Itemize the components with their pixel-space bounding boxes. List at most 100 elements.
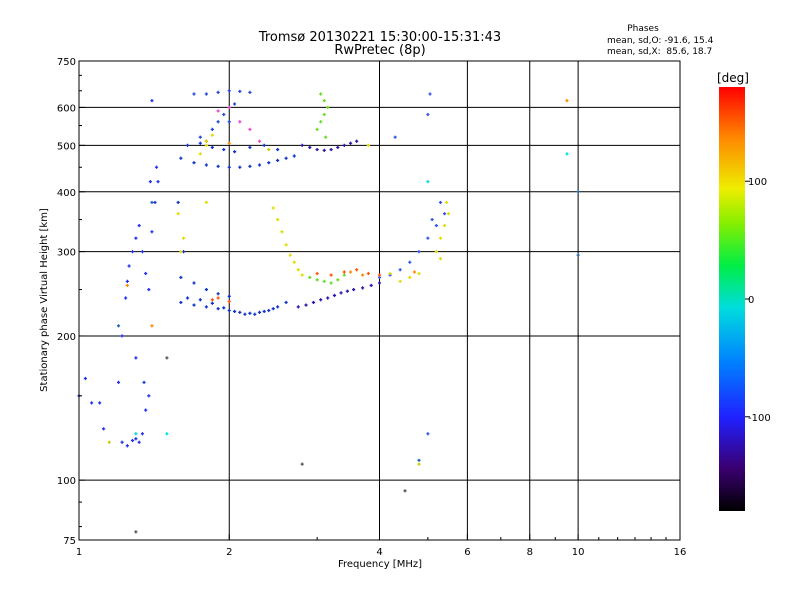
data-point xyxy=(204,139,209,143)
colorbar-tick-label: -100 xyxy=(748,413,771,424)
data-point xyxy=(185,143,190,147)
y-tick-label: 750 xyxy=(57,57,76,68)
data-point xyxy=(192,92,196,96)
data-point xyxy=(412,270,417,274)
data-point xyxy=(280,230,284,234)
data-point xyxy=(355,268,359,272)
data-point xyxy=(210,301,214,305)
data-point xyxy=(222,147,226,152)
data-point xyxy=(147,394,151,398)
data-point xyxy=(243,312,247,316)
data-point xyxy=(417,271,421,276)
data-point xyxy=(257,163,262,167)
data-point xyxy=(434,223,438,228)
data-point xyxy=(426,432,430,436)
data-point xyxy=(227,294,231,298)
data-point xyxy=(345,289,350,293)
data-point xyxy=(227,141,231,145)
data-points xyxy=(77,89,580,534)
data-point xyxy=(204,200,209,205)
data-point xyxy=(292,260,296,264)
data-point xyxy=(284,300,288,305)
data-point xyxy=(204,287,209,292)
data-point xyxy=(322,98,326,103)
data-point xyxy=(142,380,146,384)
data-point xyxy=(227,308,231,313)
data-point xyxy=(179,275,183,280)
data-point xyxy=(120,334,124,338)
x-axis-label: Frequency [MHz] xyxy=(338,559,422,570)
data-point xyxy=(134,530,138,534)
data-point xyxy=(311,300,316,305)
stats-line-o: mean, sd,O: -91.6, 15.4 xyxy=(607,36,714,46)
data-point xyxy=(315,271,319,276)
data-point xyxy=(296,268,300,272)
data-point xyxy=(388,271,392,276)
data-point xyxy=(150,324,154,328)
data-point xyxy=(107,440,111,444)
data-point xyxy=(216,120,220,124)
data-point xyxy=(210,127,214,131)
data-point xyxy=(192,281,196,285)
data-point xyxy=(137,223,141,228)
data-point xyxy=(288,253,292,257)
data-point xyxy=(204,163,209,167)
data-point xyxy=(319,298,323,302)
data-point xyxy=(426,180,430,184)
data-point xyxy=(192,303,196,307)
data-point xyxy=(198,141,202,145)
data-point xyxy=(366,271,370,276)
data-point xyxy=(430,217,434,222)
data-point xyxy=(116,324,121,328)
colorbar-tick-label: 0 xyxy=(748,295,754,306)
data-point xyxy=(253,312,257,316)
data-point xyxy=(238,165,242,169)
data-point xyxy=(315,127,319,131)
data-point xyxy=(204,92,209,96)
data-point xyxy=(267,308,271,313)
data-point xyxy=(284,156,288,160)
data-point xyxy=(216,90,220,94)
data-point xyxy=(342,143,346,147)
data-point xyxy=(210,133,214,137)
data-point xyxy=(576,190,580,194)
data-point xyxy=(308,275,312,280)
data-point xyxy=(319,120,323,124)
stats-line-x: mean, sd,X: 85.6, 18.7 xyxy=(607,47,712,57)
data-point xyxy=(150,230,154,234)
x-axis-ticks: 1 2 4 6 8 10 16 xyxy=(76,534,686,558)
data-point xyxy=(130,250,135,254)
data-point xyxy=(257,139,262,143)
data-point xyxy=(352,287,356,292)
x-tick-label: 8 xyxy=(527,547,533,558)
data-point xyxy=(336,278,340,282)
data-point xyxy=(134,437,138,441)
data-point xyxy=(210,298,214,302)
data-point xyxy=(198,152,202,156)
colorbar-tick-label: 100 xyxy=(748,177,767,188)
data-point xyxy=(361,286,365,290)
data-point xyxy=(565,152,569,156)
data-point xyxy=(426,236,430,240)
data-point xyxy=(434,250,438,254)
data-point xyxy=(125,279,129,283)
colorbar-label: [deg] xyxy=(717,71,749,85)
data-point xyxy=(332,293,337,298)
y-tick-label: 75 xyxy=(63,536,76,547)
data-point xyxy=(417,462,421,466)
data-point xyxy=(181,236,186,240)
data-point xyxy=(176,212,180,216)
y-tick-label: 600 xyxy=(57,103,76,114)
data-point xyxy=(326,296,330,300)
data-point xyxy=(393,135,397,139)
data-point xyxy=(329,147,333,152)
data-point xyxy=(238,310,242,314)
data-point xyxy=(271,206,275,210)
y-tick-label: 300 xyxy=(57,248,76,259)
data-point xyxy=(134,356,138,360)
data-point xyxy=(233,309,237,314)
data-point xyxy=(140,250,145,254)
data-point xyxy=(90,401,94,405)
data-point xyxy=(292,154,296,158)
